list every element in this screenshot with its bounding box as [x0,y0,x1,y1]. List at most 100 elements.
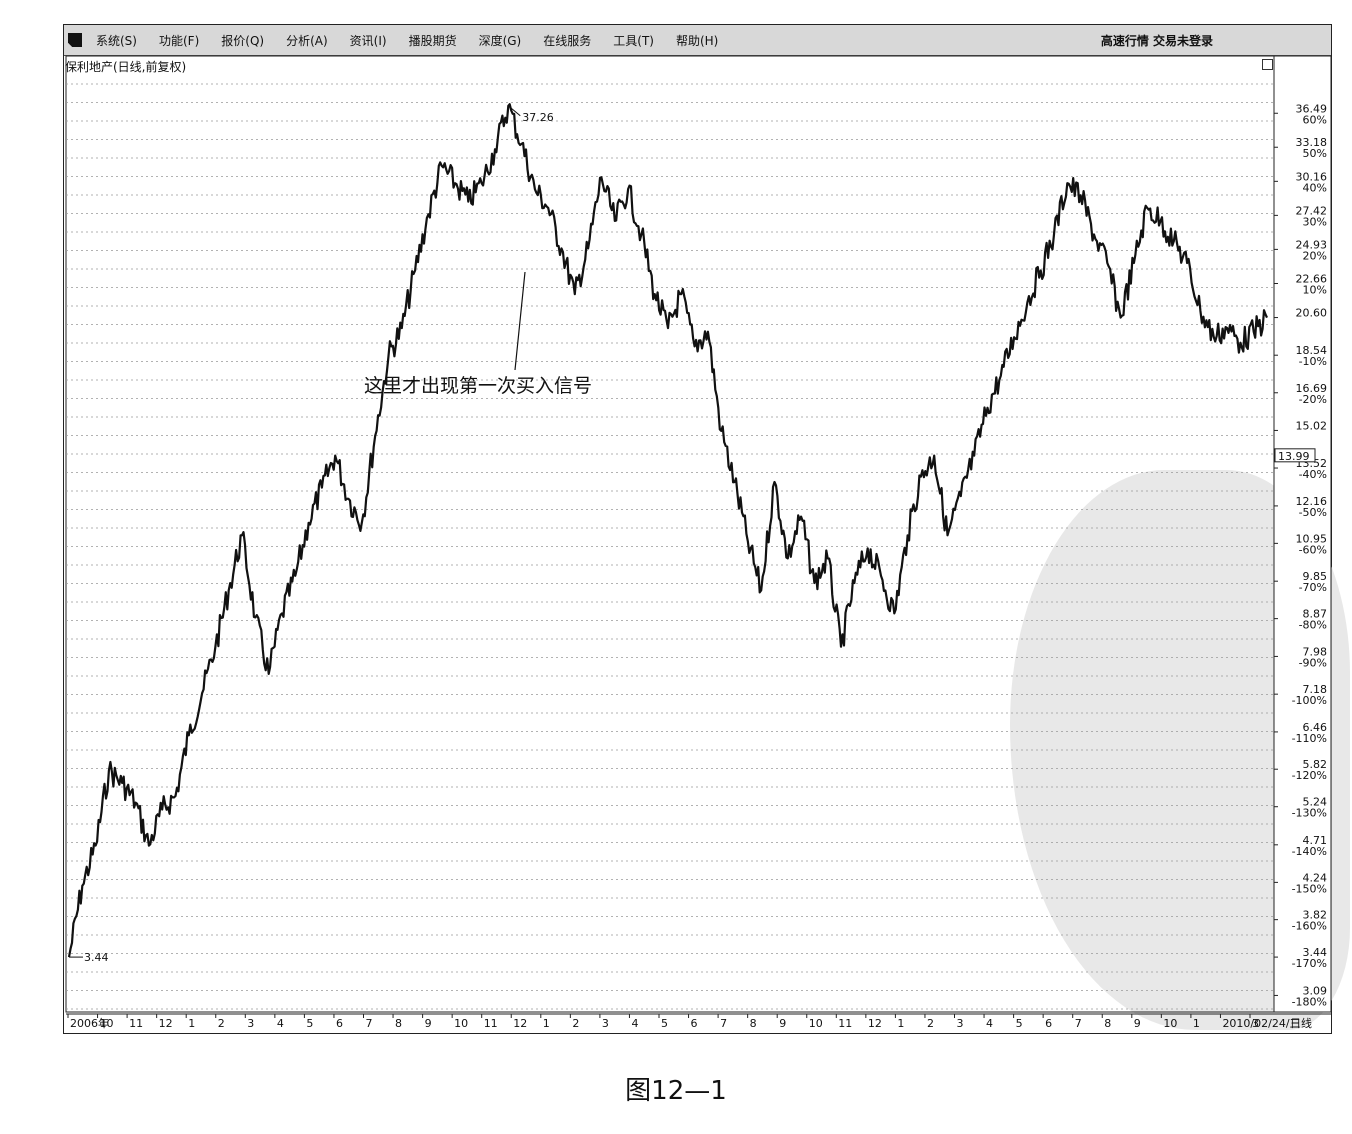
price-tick-label: 6.46 [1303,721,1328,734]
percent-tick-label: 10% [1303,283,1327,296]
time-tick-label: 8 [1104,1017,1111,1030]
price-tick-label: 9.85 [1303,570,1328,583]
percent-tick-label: -140% [1292,845,1327,858]
time-tick-label: 10 [809,1017,823,1030]
percent-tick-label: -80% [1299,619,1327,632]
time-tick-label: 12 [868,1017,882,1030]
menu-function[interactable]: 功能(F) [158,33,200,48]
time-tick-label: 9 [1134,1017,1141,1030]
price-tick-label: 22.66 [1296,272,1328,285]
price-series-line [67,103,1268,958]
time-tick-label: 6 [1045,1017,1052,1030]
percent-tick-label: -50% [1299,506,1327,519]
menu-quote[interactable]: 报价(Q) [221,33,265,48]
percent-tick-label: -20% [1299,393,1327,406]
time-tick-label: 2 [218,1017,225,1030]
time-tick-label: 4 [631,1017,638,1030]
price-tick-label: 4.71 [1303,834,1328,847]
percent-tick-label: -60% [1299,543,1327,556]
time-tick-label: 1 [897,1017,904,1030]
menu-tools[interactable]: 工具(T) [613,33,654,48]
time-tick-label: 7 [720,1017,727,1030]
time-tick-label: 2010/02/24/三 [1222,1017,1300,1030]
price-tick-label: 27.42 [1296,204,1328,217]
time-tick-label: 8 [750,1017,757,1030]
percent-tick-label: 60% [1303,113,1327,126]
price-tick-label: 36.49 [1296,102,1328,115]
price-tick-label: 10.95 [1296,532,1328,545]
buy-signal-pointer [514,271,526,371]
time-tick-label: 11 [838,1017,852,1030]
buy-signal-annotation: 这里才出现第一次买入信号 [364,375,592,397]
price-tick-label: 24.93 [1296,238,1328,251]
high-marker-line [507,105,521,117]
menu-online-service[interactable]: 在线服务 [543,33,592,48]
time-tick-label: 3 [957,1017,964,1030]
percent-tick-label: 40% [1303,181,1327,194]
time-tick-label: 7 [366,1017,373,1030]
time-tick-label: 4 [986,1017,993,1030]
menu-system[interactable]: 系统(S) [96,33,137,48]
maximize-button[interactable] [1262,59,1273,70]
time-tick-label: 3 [1252,1017,1259,1030]
percent-tick-label: -180% [1292,995,1327,1008]
price-tick-label: 12.16 [1296,495,1328,508]
price-tick-label: 8.87 [1303,608,1328,621]
percent-tick-label: 30% [1303,215,1327,228]
price-axis-panel [1273,55,1332,1013]
menu-help[interactable]: 帮助(H) [675,33,719,48]
percent-tick-label: -40% [1299,468,1327,481]
time-tick-label: 11 [129,1017,143,1030]
percent-tick-label: -150% [1292,882,1327,895]
percent-tick-label: 20% [1303,249,1327,262]
price-tick-label: 20.60 [1296,307,1328,320]
price-tick-label: 16.69 [1296,382,1328,395]
percent-tick-label: -170% [1292,957,1327,970]
app-logo-icon[interactable] [68,33,82,47]
time-tick-label: 5 [306,1017,313,1030]
price-tick-label: 3.09 [1303,984,1328,997]
time-tick-label: 2 [572,1017,579,1030]
price-tick-label: 7.18 [1303,683,1328,696]
price-tick-label: 7.98 [1303,645,1328,658]
time-tick-label: 9 [425,1017,432,1030]
menu-depth[interactable]: 深度(G) [478,33,522,48]
time-tick-label: 3 [602,1017,609,1030]
percent-tick-label: -110% [1292,732,1327,745]
price-tick-label: 18.54 [1296,344,1328,357]
time-tick-label: 2 [927,1017,934,1030]
time-tick-label: 5 [1016,1017,1023,1030]
status-text: 高速行情 交易未登录 [1100,34,1213,48]
low-label: 3.44 [84,951,109,964]
percent-tick-label: -130% [1292,807,1327,820]
price-tick-label: 30.16 [1296,170,1328,183]
menu-futures[interactable]: 播股期货 [408,33,457,48]
price-tick-label: 3.82 [1303,909,1328,922]
time-tick-label: 2006年 [70,1016,109,1030]
time-tick-label: 4 [277,1017,284,1030]
menu-bar: 系统(S) 功能(F) 报价(Q) 分析(A) 资讯(I) 播股期货 深度(G)… [64,25,1331,56]
price-tick-label: 33.18 [1296,136,1328,149]
period-label: 日线 [1290,1016,1312,1030]
time-tick-label: 9 [779,1017,786,1030]
time-tick-label: 12 [159,1017,173,1030]
time-tick-label: 3 [247,1017,254,1030]
time-tick-label: 6 [691,1017,698,1030]
time-tick-label: 1 [1193,1017,1200,1030]
current-price-box [1274,448,1316,463]
time-tick-label: 11 [484,1017,498,1030]
menu-info[interactable]: 资讯(I) [349,33,387,48]
price-tick-label: 3.44 [1303,946,1328,959]
stock-title: 保利地产(日线,前复权) [65,60,187,74]
time-tick-label: 10 [100,1017,114,1030]
percent-tick-label: -100% [1292,694,1327,707]
time-tick-label: 10 [454,1017,468,1030]
time-tick-label: 6 [336,1017,343,1030]
price-tick-label: 15.02 [1296,419,1328,432]
percent-tick-label: -90% [1299,656,1327,669]
menu-analysis[interactable]: 分析(A) [286,33,328,48]
time-tick-label: 1 [543,1017,550,1030]
price-tick-label: 5.82 [1303,758,1328,771]
time-tick-label: 5 [661,1017,668,1030]
